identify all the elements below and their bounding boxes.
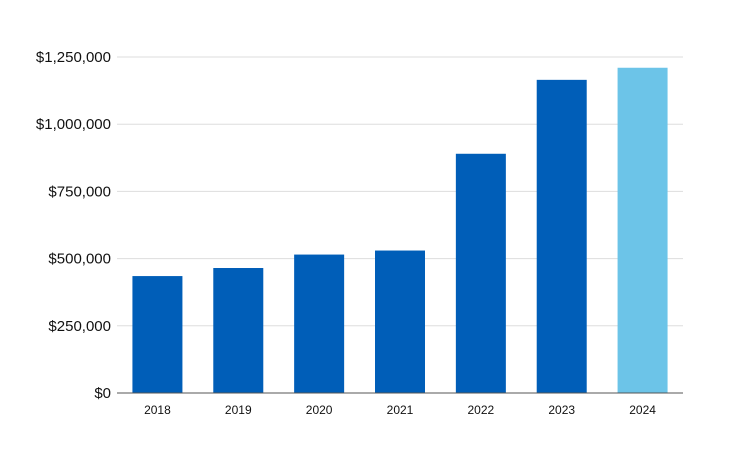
x-tick-label: 2023 [548,403,575,417]
x-tick-label: 2019 [225,403,252,417]
bar-2018 [132,276,183,393]
y-tick-label: $0 [94,385,111,402]
y-tick-label: $750,000 [48,183,111,200]
x-tick-label: 2020 [306,403,333,417]
bar-2022 [455,153,506,393]
y-tick-label: $1,000,000 [36,116,111,133]
y-tick-label: $500,000 [48,251,111,268]
bar-2021 [375,250,425,393]
x-tick-label: 2018 [144,403,171,417]
bar-2024 [617,67,668,393]
bar-2020 [294,254,345,393]
y-tick-label: $1,250,000 [36,49,111,66]
x-tick-label: 2021 [387,403,414,417]
bar-2019 [213,268,264,393]
y-tick-label: $250,000 [48,318,111,335]
x-tick-label: 2022 [468,403,495,417]
bar-2023 [536,79,587,394]
x-tick-label: 2024 [629,403,656,417]
